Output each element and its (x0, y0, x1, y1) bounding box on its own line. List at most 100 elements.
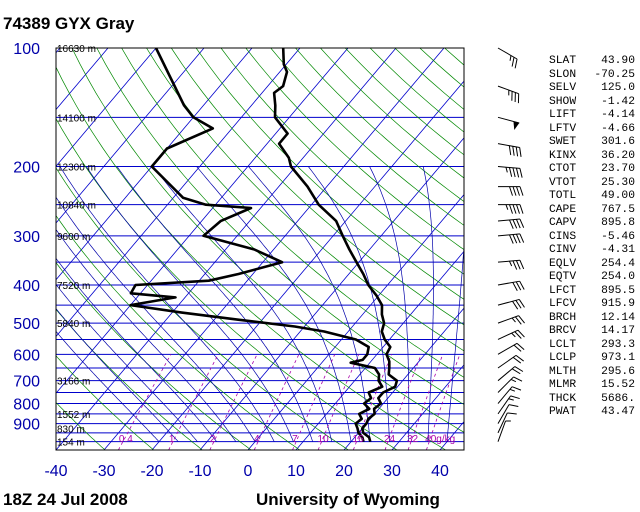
index-name: SLON (549, 68, 577, 81)
dry-adiabat (96, 48, 464, 405)
wind-barb-full (515, 300, 522, 309)
temperature-tick-label: -10 (188, 463, 211, 480)
wind-barb-full (514, 331, 522, 339)
wind-barb-full (512, 219, 518, 229)
wind-barb-full (513, 344, 522, 352)
chart-title: 74389 GYX Gray (3, 14, 135, 33)
mixing-ratio-label: 32 (407, 434, 419, 445)
isotherm-line (56, 48, 109, 111)
index-value: 293.3 (601, 338, 635, 351)
dry-adiabat (56, 215, 300, 450)
pressure-tick-label: 200 (13, 160, 40, 177)
index-name: LCLT (549, 338, 577, 351)
wind-barb-flag (513, 121, 520, 130)
height-label: 16630 m (57, 44, 96, 55)
index-value: 36.20 (601, 149, 635, 162)
wind-barb-full (519, 168, 523, 178)
index-row: LIFT -4.14 (549, 109, 635, 123)
wind-barb-full (508, 219, 514, 229)
isotherm-line (56, 48, 301, 338)
mixing-ratio-label: 1 (169, 434, 175, 445)
moist-adiabat (59, 166, 275, 442)
wind-barb-full (512, 234, 518, 244)
temperature-tick-label: 0 (244, 463, 253, 480)
wind-barb-staff (497, 395, 512, 415)
index-row: PWAT 43.47 (549, 406, 635, 420)
isotherm-line (295, 250, 464, 450)
index-name: PWAT (549, 406, 577, 418)
isotherm-line (343, 307, 464, 450)
index-value: 14.17 (601, 325, 635, 337)
wind-barb-full (514, 366, 524, 372)
wind-barb-staff (497, 143, 520, 148)
mixing-ratio-line (407, 354, 444, 450)
temperature-tick-label: -40 (44, 463, 67, 480)
wind-barb-staff (497, 298, 520, 306)
mixing-ratio-label: 40g/kg (425, 434, 455, 445)
isotherm-line (56, 48, 253, 281)
wind-barb-full (517, 93, 520, 104)
wind-barb-staff (497, 166, 520, 169)
index-value: 295.6 (601, 365, 635, 378)
index-row: TOTL 49.00 (549, 190, 635, 204)
wind-barb-full (511, 57, 515, 67)
mixing-ratio-label: 2 (210, 434, 216, 445)
index-value: 767.5 (601, 203, 635, 216)
isotherm-line (56, 48, 205, 224)
index-value: 895.5 (601, 284, 635, 297)
wind-barb-staff (497, 366, 516, 382)
index-value: -1.42 (601, 95, 635, 108)
index-name: LFCT (549, 284, 577, 297)
index-value: 254.0 (601, 271, 635, 283)
dry-adiabat (71, 48, 464, 433)
moist-adiabat (86, 166, 294, 442)
mixing-ratio-label: 7 (292, 434, 298, 445)
index-row: CAPV 895.8 (549, 217, 635, 231)
index-name: TOTL (549, 190, 577, 202)
index-name: SHOW (549, 95, 577, 108)
wind-barb-staff (497, 218, 520, 222)
index-value: 973.1 (601, 352, 635, 364)
index-value: 43.47 (601, 406, 635, 418)
wind-barb (497, 166, 523, 178)
wind-barb-full (510, 395, 520, 400)
wind-barb-staff (497, 404, 510, 424)
wind-barb (497, 404, 519, 424)
observation-time: 18Z 24 Jul 2008 (3, 490, 128, 509)
pressure-tick-label: 800 (13, 397, 40, 414)
height-label: 1552 m (57, 410, 90, 421)
wind-barb (497, 315, 525, 325)
dry-adiabat (245, 48, 464, 251)
index-value: 254.4 (601, 257, 635, 270)
wind-barb-full (518, 315, 525, 324)
wind-barb-staff (497, 420, 506, 442)
index-name: SLAT (549, 55, 577, 67)
wind-barb-half (509, 55, 512, 61)
wind-barb-staff (497, 259, 520, 263)
height-label: 9600 m (57, 232, 90, 243)
index-name: CINS (549, 230, 577, 243)
index-name: EQTV (549, 271, 577, 283)
moist-adiabat (369, 166, 410, 442)
pressure-tick-label: 400 (13, 278, 40, 295)
index-value: 895.8 (601, 217, 635, 229)
wind-barb-full (507, 412, 517, 415)
index-row: BRCV 14.17 (549, 325, 635, 339)
moist-adiabat (56, 196, 256, 442)
index-value: 43.90 (601, 55, 635, 67)
isotherm-line (56, 48, 157, 167)
wind-barb-full (512, 186, 517, 196)
wind-barb-full (515, 167, 520, 178)
wind-barb-full (512, 204, 517, 214)
wind-barb (497, 386, 522, 404)
index-value: -4.66 (601, 122, 635, 135)
dry-adiabat (220, 48, 464, 275)
wind-barb (498, 186, 524, 196)
wind-barb-staff (497, 116, 520, 124)
wind-barb-staff (497, 315, 519, 324)
wind-barb-full (519, 233, 525, 243)
index-name: BRCV (549, 325, 577, 337)
index-name: VTOT (549, 176, 577, 189)
mixing-ratio-label: 0.4 (119, 434, 133, 445)
